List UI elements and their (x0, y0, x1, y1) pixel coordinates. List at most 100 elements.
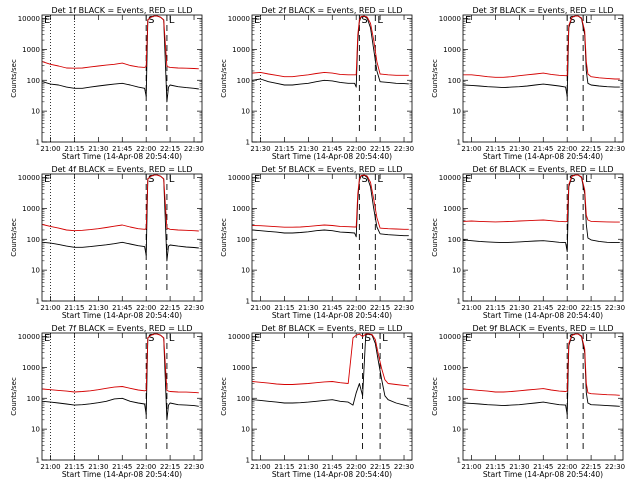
y-tick-label: 10000 (228, 174, 250, 182)
series-line-events (464, 16, 620, 96)
chart-panel: Det 3f BLACK = Events, RED = LLD 1 10 100 10… (431, 6, 625, 161)
x-tick-label: 22:30 (605, 463, 625, 471)
marker-E: E (44, 15, 50, 26)
chart-title: Det 3f BLACK = Events, RED = LLD (472, 6, 613, 15)
y-tick-label: 10000 (439, 15, 461, 23)
y-axis-label: Counts/sec (220, 59, 228, 98)
y-tick-label: 100 (27, 395, 40, 403)
x-tick-label: 21:00 (250, 304, 270, 312)
marker-E: E (465, 333, 471, 344)
x-axis-label: Start Time (14-Apr-08 20:54:40) (272, 152, 392, 161)
x-tick-label: 21:00 (40, 463, 60, 471)
chart-panel: Det 5f BLACK = Events, RED = LLD 1 10 100 10… (220, 165, 414, 320)
y-axis-label: Counts/sec (10, 218, 18, 257)
y-tick-label: 10 (241, 426, 250, 434)
x-tick-label: 21:00 (461, 463, 481, 471)
y-tick-label: 1 (457, 457, 461, 465)
y-tick-label: 100 (237, 236, 250, 244)
y-tick-label: 100 (448, 236, 461, 244)
marker-L: L (377, 174, 383, 185)
y-tick-label: 10000 (228, 333, 250, 341)
chart-title: Det 1f BLACK = Events, RED = LLD (51, 6, 192, 15)
y-tick-label: 10 (452, 108, 461, 116)
y-tick-label: 1000 (443, 364, 461, 372)
chart-panel: Det 9f BLACK = Events, RED = LLD11010010… (431, 324, 625, 479)
chart-panel: Det 8f BLACK = Events, RED = LLD11010010… (220, 324, 414, 479)
y-tick-label: 1 (36, 457, 40, 465)
y-tick-label: 100 (27, 77, 40, 85)
y-tick-label: 1 (457, 139, 461, 147)
y-tick-label: 10 (31, 108, 40, 116)
y-tick-label: 1000 (232, 364, 250, 372)
plot-frame (42, 174, 202, 301)
x-axis-label: Start Time (14-Apr-08 20:54:40) (62, 311, 182, 320)
series-line-lld (253, 16, 409, 77)
marker-E: E (465, 15, 471, 26)
chart-title: Det 7f BLACK = Events, RED = LLD (51, 324, 192, 333)
y-tick-label: 1000 (22, 205, 40, 213)
x-axis-label: Start Time (14-Apr-08 20:54:40) (62, 152, 182, 161)
series-line-lld (464, 16, 620, 79)
y-axis-label: Counts/sec (431, 218, 439, 257)
plot-frame (252, 15, 412, 142)
y-tick-label: 10 (452, 426, 461, 434)
y-tick-label: 1 (457, 298, 461, 306)
x-tick-label: 21:00 (250, 463, 270, 471)
y-tick-label: 1 (36, 298, 40, 306)
plot-frame (42, 15, 202, 142)
chart-panel: Det 7f BLACK = Events, RED = LLD11010010… (10, 324, 204, 479)
x-axis-label: Start Time (14-Apr-08 20:54:40) (62, 470, 182, 479)
plot-frame (252, 174, 412, 301)
x-tick-label: 22:30 (394, 145, 414, 153)
y-tick-label: 1 (246, 298, 250, 306)
chart-title: Det 5f BLACK = Events, RED = LLD (261, 165, 402, 174)
y-tick-label: 10000 (439, 333, 461, 341)
y-tick-label: 1000 (443, 46, 461, 54)
series-line-events (43, 175, 199, 261)
plot-frame (463, 333, 623, 460)
y-axis-label: Counts/sec (220, 218, 228, 257)
plot-frame (463, 174, 623, 301)
marker-E: E (254, 15, 260, 26)
y-axis-label: Counts/sec (220, 377, 228, 416)
y-tick-label: 100 (448, 77, 461, 85)
x-axis-label: Start Time (14-Apr-08 20:54:40) (483, 152, 603, 161)
marker-L: L (169, 15, 175, 26)
y-axis-label: Counts/sec (431, 59, 439, 98)
marker-L: L (377, 15, 383, 26)
y-tick-label: 1 (246, 139, 250, 147)
x-tick-label: 22:30 (184, 145, 204, 153)
y-axis-label: Counts/sec (431, 377, 439, 416)
y-axis-label: Counts/sec (10, 59, 18, 98)
plot-frame (42, 333, 202, 460)
y-axis-label: Counts/sec (10, 377, 18, 416)
series-line-lld (253, 175, 409, 229)
chart-panel: Det 4f BLACK = Events, RED = LLD 1 10 100 10… (10, 165, 204, 320)
x-axis-label: Start Time (14-Apr-08 20:54:40) (272, 311, 392, 320)
x-tick-label: 21:00 (461, 304, 481, 312)
plot-frame (463, 15, 623, 142)
chart-title: Det 6f BLACK = Events, RED = LLD (472, 165, 613, 174)
y-tick-label: 10000 (439, 174, 461, 182)
x-tick-label: 22:30 (605, 304, 625, 312)
marker-E: E (465, 174, 471, 185)
series-line-events (43, 16, 199, 102)
plot-frame (252, 333, 412, 460)
y-tick-label: 100 (237, 77, 250, 85)
series-line-events (464, 175, 620, 251)
y-tick-label: 1000 (22, 364, 40, 372)
marker-E: E (254, 333, 260, 344)
chart-panel: Det 1f BLACK = Events, RED = LLD 1 10 100 10… (10, 6, 204, 161)
series-line-events (253, 16, 409, 87)
y-tick-label: 100 (27, 236, 40, 244)
marker-L: L (382, 333, 388, 344)
series-line-lld (464, 334, 620, 395)
chart-title: Det 8f BLACK = Events, RED = LLD (261, 324, 402, 333)
y-tick-label: 10 (31, 267, 40, 275)
x-tick-label: 22:30 (394, 304, 414, 312)
chart-title: Det 2f BLACK = Events, RED = LLD (261, 6, 402, 15)
y-tick-label: 10 (452, 267, 461, 275)
marker-L: L (585, 174, 591, 185)
x-tick-label: 22:30 (184, 463, 204, 471)
marker-E: E (44, 333, 50, 344)
